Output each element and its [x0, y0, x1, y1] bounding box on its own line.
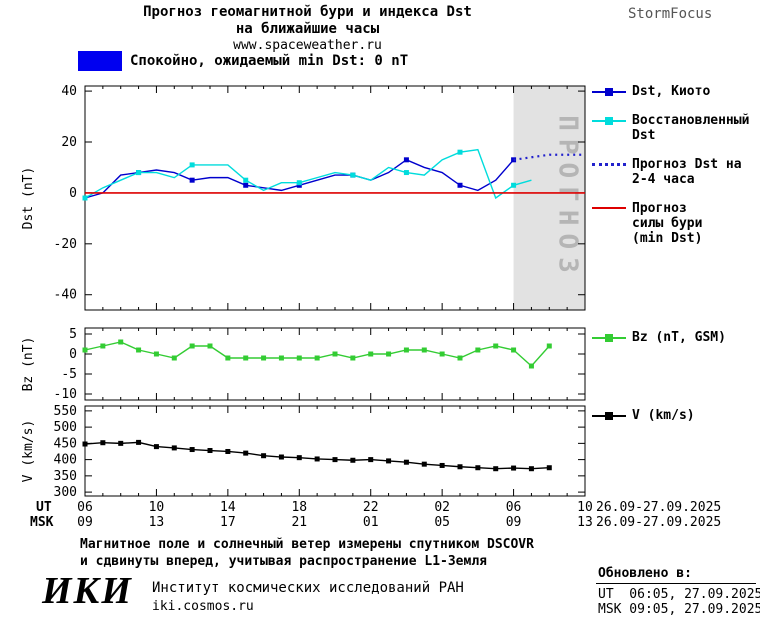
y-tick-label: 350	[54, 469, 77, 484]
title-block: Прогноз геомагнитной бури и индекса Dst …	[0, 4, 615, 54]
y-tick-label: 500	[54, 420, 77, 435]
legend-label-bz: Bz (nT, GSM)	[632, 330, 726, 345]
x-tick-label-ut: 06	[77, 500, 93, 515]
x-tick-label-ut: 10	[577, 500, 593, 515]
red-line-icon	[592, 207, 626, 210]
line-square-icon	[592, 88, 626, 96]
status-color-swatch	[78, 51, 122, 71]
x-tick-label-ut: 14	[220, 500, 236, 515]
dotted-line-icon	[592, 163, 626, 166]
y-tick-label: 0	[69, 186, 77, 201]
legend-item-storm-forecast: Прогноз силы бури (min Dst)	[592, 201, 760, 246]
x-tick-label-ut: 18	[291, 500, 308, 515]
ut-date-range: 26.09-27.09.2025	[596, 500, 722, 515]
updated-ut-time: UT 06:05, 27.09.2025	[598, 587, 760, 602]
solid-line	[592, 207, 626, 209]
y-tick-label: 0	[69, 347, 77, 362]
legend-label-forecast-dst: Прогноз Dst на 2-4 часа	[632, 157, 742, 187]
legend-label-dst-kyoto: Dst, Киото	[632, 84, 711, 99]
x-tick-label-ut: 02	[434, 500, 450, 515]
footnote: Магнитное поле и солнечный ветер измерен…	[80, 536, 534, 570]
y-tick-label: -5	[61, 367, 77, 382]
y-tick-label: -20	[54, 237, 77, 252]
x-tick-label-msk: 21	[291, 515, 308, 530]
msk-axis-label: MSK	[30, 515, 54, 530]
x-tick-label-msk: 09	[77, 515, 93, 530]
iki-logo: ИКИ	[42, 570, 133, 612]
dotted-line	[592, 163, 626, 166]
y-tick-label: 40	[61, 84, 77, 99]
msk-date-range: 26.09-27.09.2025	[596, 515, 722, 530]
x-tick-label-ut: 10	[148, 500, 165, 515]
legend-label-storm-forecast: Прогноз силы бури (min Dst)	[632, 201, 703, 246]
ut-axis-label: UT	[36, 500, 52, 515]
y-tick-label: 5	[69, 327, 77, 342]
y-axis-label: Bz (nT)	[21, 337, 36, 392]
square-icon	[605, 88, 613, 96]
legend-item-bz: Bz (nT, GSM)	[592, 330, 760, 345]
x-tick-label-ut: 06	[505, 500, 522, 515]
footnote-line1: Магнитное поле и солнечный ветер измерен…	[80, 537, 534, 552]
status-banner: Спокойно, ожидаемый min Dst: 0 nT	[78, 50, 408, 72]
y-tick-label: 300	[54, 485, 77, 500]
restored-dst-marker-icon	[592, 117, 626, 125]
y-tick-label: 450	[54, 436, 77, 451]
y-tick-label: 550	[54, 404, 77, 419]
line-square-icon	[592, 334, 626, 342]
dst-chart: ПРОГНОЗ 40 20 0 -20 -40 Dst (nT)	[21, 84, 586, 311]
legend-item-forecast-dst: Прогноз Dst на 2-4 часа	[592, 157, 760, 187]
updated-msk-time: MSK 09:05, 27.09.2025	[598, 602, 760, 617]
x-tick-label-msk: 05	[434, 515, 450, 530]
institute-name: Институт космических исследований РАН	[152, 580, 464, 596]
x-tick-label-ut: 22	[362, 500, 379, 515]
updated-at-label: Обновлено в:	[598, 566, 692, 581]
updated-divider	[596, 583, 756, 584]
institute-site-text: iki.cosmos.ru	[152, 599, 254, 614]
bz-marker-icon	[592, 334, 626, 342]
bz-chart: 5 0 -5 -10 Bz (nT)	[21, 327, 586, 402]
x-tick-label-msk: 13	[577, 515, 593, 530]
y-axis-label: V (km/s)	[21, 420, 36, 483]
legend-dst-panel: Dst, Киото Восстановленный Dst Прогноз D…	[592, 84, 760, 246]
square-icon	[605, 117, 613, 125]
x-tick-label-msk: 13	[148, 515, 165, 530]
status-banner-label: Спокойно, ожидаемый min Dst: 0 nT	[130, 53, 409, 69]
y-tick-label: -10	[54, 387, 77, 402]
brand-text: StormFocus	[628, 6, 713, 22]
line-square-icon	[592, 117, 626, 125]
y-tick-label: 400	[54, 453, 77, 468]
legend-label-v: V (km/s)	[632, 408, 695, 423]
line-square-icon	[592, 412, 626, 420]
footnote-line2: и сдвинуты вперед, учитывая распростране…	[80, 554, 487, 569]
page-title-line2: на ближайшие часы	[235, 21, 380, 37]
legend-item-restored-dst: Восстановленный Dst	[592, 113, 760, 143]
x-tick-label-msk: 09	[505, 515, 522, 530]
square-icon	[605, 334, 613, 342]
x-tick-label-msk: 01	[362, 515, 379, 530]
forecast-band-label: ПРОГНОЗ	[552, 115, 582, 281]
dst-kyoto-marker-icon	[592, 88, 626, 96]
x-axis-labels: UT MSK 26.09-27.09.2025 26.09-27.09.2025…	[0, 500, 760, 532]
legend-bz-panel: Bz (nT, GSM)	[592, 330, 760, 345]
y-tick-label: -40	[54, 288, 77, 303]
legend-label-restored-dst: Восстановленный Dst	[632, 113, 750, 143]
legend-item-dst-kyoto: Dst, Киото	[592, 84, 760, 99]
x-tick-label-msk: 17	[220, 515, 236, 530]
y-axis-label: Dst (nT)	[21, 167, 36, 230]
v-marker-icon	[592, 412, 626, 420]
page-title-line1: Прогноз геомагнитной бури и индекса Dst	[143, 4, 472, 20]
square-icon	[605, 412, 613, 420]
y-tick-label: 20	[61, 135, 77, 150]
legend-item-v: V (km/s)	[592, 408, 760, 423]
legend-v-panel: V (km/s)	[592, 408, 760, 423]
source-url-text: www.spaceweather.ru	[233, 38, 382, 53]
